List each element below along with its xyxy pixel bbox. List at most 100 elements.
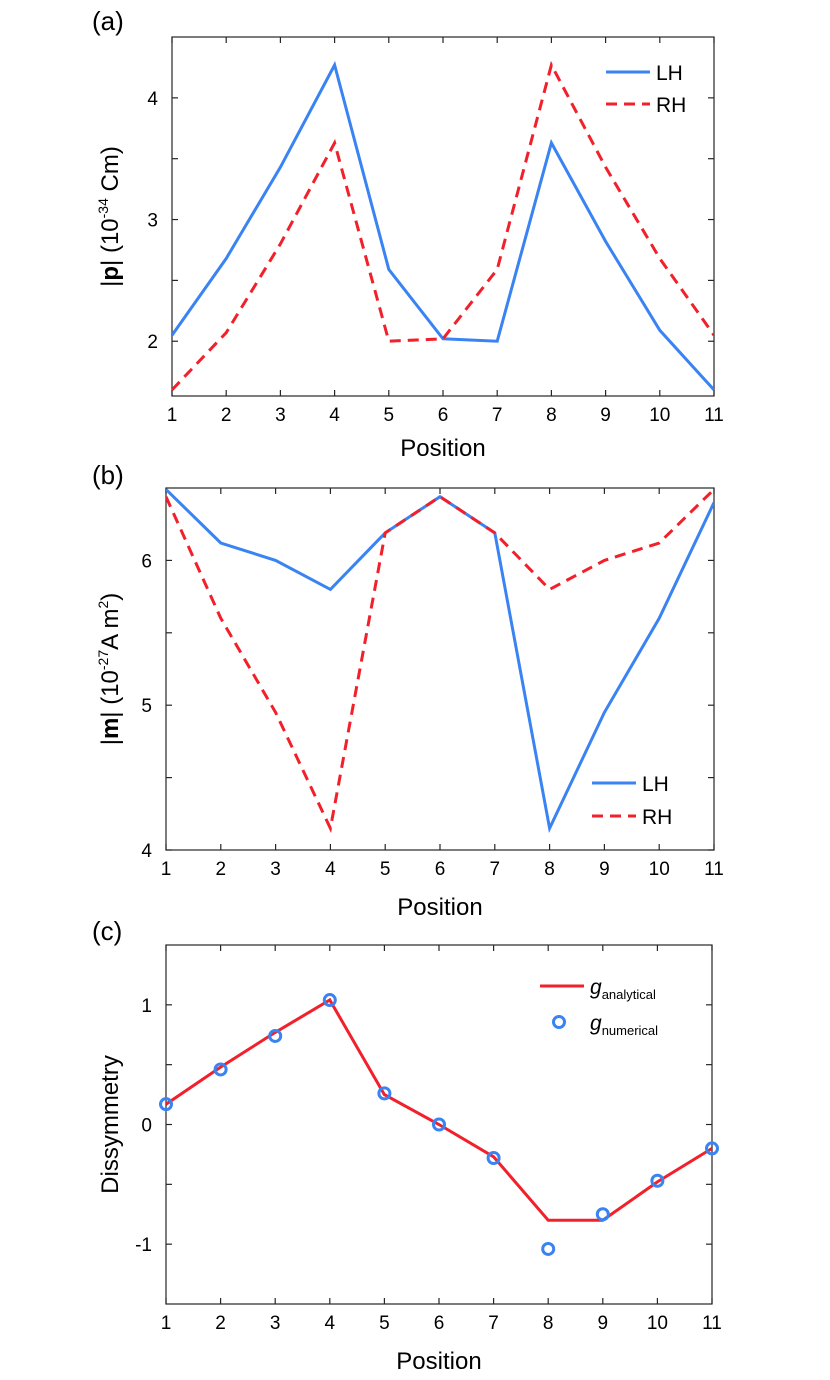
x-tick-label: 8	[543, 1313, 554, 1334]
legend-label-main: g	[590, 1012, 602, 1035]
y-label-text: |	[97, 739, 124, 745]
series-line-lh	[166, 488, 714, 834]
x-tick-label: 3	[270, 1313, 281, 1334]
panel-label: (b)	[92, 460, 124, 490]
x-tick-label: 7	[492, 405, 503, 426]
x-tick-label: 6	[435, 859, 446, 880]
series-line-rh	[166, 488, 714, 834]
x-axis-label: Position	[397, 894, 482, 921]
x-tick-label: 9	[598, 1313, 609, 1334]
x-tick-label: 11	[704, 405, 724, 426]
data-point-numerical	[595, 1207, 610, 1222]
legend-label: LH	[642, 773, 669, 796]
x-axis-label: Position	[400, 435, 485, 462]
data-point-numerical	[486, 1151, 501, 1166]
legend-label: gnumerical	[590, 1012, 658, 1038]
x-tick-label: 10	[649, 405, 670, 426]
y-label-unit: A m	[97, 609, 124, 650]
series-line-rh	[172, 60, 714, 391]
series-line-lh	[172, 60, 714, 391]
x-tick-label: 4	[329, 405, 340, 426]
x-axis-label: Position	[396, 1348, 481, 1375]
data-point-numerical	[159, 1097, 173, 1112]
y-axis-label: |m| (10-27A m2)	[95, 593, 124, 746]
x-tick-label: 1	[167, 405, 178, 426]
x-tick-label: 8	[544, 859, 555, 880]
x-tick-label: 2	[221, 405, 232, 426]
x-tick-label: 4	[325, 1313, 336, 1334]
series-line-analytical	[166, 997, 712, 1222]
x-tick-label: 1	[161, 859, 172, 880]
data-point-numerical	[322, 993, 337, 1008]
data-point-numerical	[268, 1028, 283, 1043]
x-tick-label: 10	[649, 859, 670, 880]
chart-panel-b: 1 2 3 4 5 6 7 8 9 10 11 4 5 6 (b) Position |m| (10-27A m…	[92, 460, 724, 921]
data-point-numerical	[213, 1062, 228, 1077]
legend: LH RH	[606, 62, 686, 117]
data-point-numerical	[541, 1241, 556, 1256]
x-tick-label: 6	[438, 405, 449, 426]
legend-label-sub: analytical	[602, 987, 656, 1002]
panel-label: (c)	[92, 916, 122, 946]
plot-frame	[165, 487, 715, 851]
y-tick-label: 1	[141, 996, 152, 1017]
data-point-numerical	[705, 1141, 719, 1156]
x-tick-label: 9	[600, 405, 611, 426]
chart-panel-c: 1 2 3 4 5 6 7 8 9 10 11 -1 0 1 (c) Position Dissymmetry g…	[92, 916, 722, 1375]
legend-label: LH	[656, 62, 683, 85]
x-tick-label: 2	[216, 859, 227, 880]
legend-label-main: g	[590, 976, 602, 999]
legend: LH RH	[592, 773, 672, 829]
x-tick-label: 2	[215, 1313, 226, 1334]
x-tick-label: 11	[704, 859, 724, 880]
x-tick-label: 6	[434, 1313, 445, 1334]
y-axis-label: |p| (10-34 Cm)	[95, 146, 124, 287]
x-tick-label: 3	[275, 405, 286, 426]
x-tick-label: 8	[546, 405, 557, 426]
x-tick-label: 10	[647, 1313, 668, 1334]
y-tick-label: 6	[141, 551, 152, 572]
x-tick-label: 4	[325, 859, 336, 880]
x-tick-label: 7	[488, 1313, 499, 1334]
y-tick-label: 5	[141, 696, 152, 717]
x-tick-label: 9	[599, 859, 610, 880]
data-point-numerical	[432, 1117, 446, 1132]
y-tick-label: 3	[147, 211, 158, 232]
panel-label: (a)	[92, 6, 124, 36]
legend-label: ganalytical	[590, 976, 656, 1002]
y-tick-label: 4	[147, 89, 158, 110]
data-point-numerical	[650, 1173, 665, 1188]
y-label-rest: | (10	[97, 670, 124, 718]
x-tick-label: 5	[384, 405, 395, 426]
data-point-numerical	[377, 1086, 392, 1101]
legend-label: RH	[656, 94, 686, 117]
y-label-unit: Cm)	[97, 146, 124, 198]
y-axis-label: Dissymmetry	[97, 1055, 124, 1194]
y-tick-label: 2	[147, 332, 158, 353]
chart-panel-a: 1 2 3 4 5 6 7 8 9 10 11 2 3 4 (a) Position |p| (10-34 Cm…	[92, 6, 724, 462]
y-label-sup2: 2	[95, 601, 111, 609]
y-tick-label: 4	[141, 841, 152, 862]
y-label-sup: -27	[95, 650, 111, 670]
x-tick-label: 1	[161, 1313, 172, 1334]
y-label-text: Dissymmetry	[97, 1055, 124, 1194]
x-tick-label: 11	[702, 1313, 722, 1334]
x-tick-label: 7	[490, 859, 501, 880]
y-label-bold: m	[97, 718, 124, 739]
y-tick-label: 0	[141, 1116, 152, 1137]
y-label-text: |	[97, 281, 124, 287]
legend-label: RH	[642, 806, 672, 829]
legend-label-sub: numerical	[602, 1023, 658, 1038]
x-tick-label: 5	[380, 859, 391, 880]
y-label-close: )	[97, 593, 124, 601]
x-tick-label: 3	[270, 859, 281, 880]
y-label-sup: -34	[95, 198, 111, 218]
x-tick-label: 5	[379, 1313, 390, 1334]
y-label-bold: p	[97, 266, 124, 281]
y-label-rest: | (10	[97, 218, 124, 266]
y-tick-label: -1	[135, 1235, 152, 1256]
plot-frame	[171, 36, 715, 397]
legend-marker	[552, 1015, 566, 1029]
